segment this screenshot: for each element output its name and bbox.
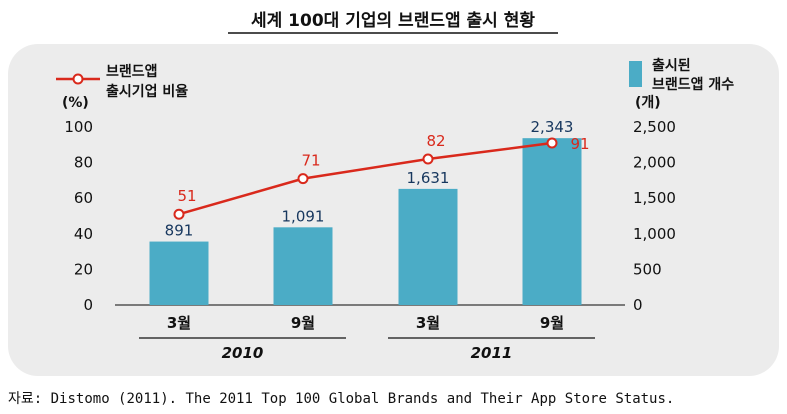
right-tick-label: 1,000 <box>633 225 676 243</box>
right-tick-label: 2,500 <box>633 118 676 136</box>
right-tick-label: 1,500 <box>633 189 676 207</box>
line-point <box>546 137 558 149</box>
bar <box>398 188 458 305</box>
left-tick-label: 60 <box>74 189 93 207</box>
line-point <box>173 208 185 220</box>
x-tick-label: 3월 <box>167 314 191 332</box>
bar-value-label: 1,631 <box>407 169 450 187</box>
right-axis-ticks: 0 500 1,000 1,500 2,000 2,500 <box>633 118 676 314</box>
right-tick-label: 2,000 <box>633 154 676 172</box>
legend-line-label-1: 브랜드앱 <box>106 63 158 80</box>
legend-line-marker <box>72 73 84 85</box>
left-tick-label: 80 <box>74 154 93 172</box>
rate-line <box>178 141 553 216</box>
line-value-label: 82 <box>426 132 445 150</box>
year-group-label: 2011 <box>471 344 513 362</box>
legend-bar-swatch <box>629 61 642 87</box>
legend-bar-label-1: 출시된 <box>652 57 691 74</box>
x-tick-label: 9월 <box>291 314 315 332</box>
bar-labels: 891 1,091 1,631 2,343 <box>165 118 574 239</box>
left-tick-label: 20 <box>74 260 93 278</box>
line-value-label: 71 <box>301 152 320 170</box>
line-point <box>422 153 434 165</box>
left-tick-label: 100 <box>64 118 93 136</box>
legend-bar-label-2: 브랜드앱 개수 <box>652 76 734 93</box>
line-labels: 51 71 82 91 <box>177 132 589 205</box>
bar-value-label: 891 <box>165 222 194 240</box>
line-value-label: 91 <box>570 135 589 153</box>
bar-value-label: 2,343 <box>531 118 574 136</box>
line-point <box>297 173 309 185</box>
left-tick-label: 40 <box>74 225 93 243</box>
source-note: 자료: Distomo (2011). The 2011 Top 100 Glo… <box>8 391 674 407</box>
legend-bar: 출시된 브랜드앱 개수 <box>629 57 734 93</box>
bar <box>149 241 209 305</box>
legend-line-label-2: 출시기업 비율 <box>106 83 188 100</box>
legend-line: 브랜드앱 출시기업 비율 <box>56 63 188 100</box>
right-tick-label: 0 <box>633 296 643 314</box>
x-tick-label: 3월 <box>416 314 440 332</box>
year-groups: 2010 2011 <box>139 337 595 362</box>
right-tick-label: 500 <box>633 260 662 278</box>
x-tick-label: 9월 <box>540 314 564 332</box>
bar-value-label: 1,091 <box>282 207 325 225</box>
right-axis-unit: (개) <box>635 95 661 111</box>
line-markers <box>173 137 558 220</box>
bars <box>149 138 582 305</box>
left-axis-ticks: 0 20 40 60 80 100 <box>64 118 93 314</box>
chart-title: 세계 100대 기업의 브랜드앱 출시 현황 <box>251 10 535 31</box>
line-value-label: 51 <box>177 187 196 205</box>
year-group-label: 2010 <box>222 344 264 362</box>
left-axis-unit: (%) <box>62 95 89 111</box>
bar <box>273 227 333 305</box>
month-labels: 3월 9월 3월 9월 <box>167 314 564 332</box>
bar <box>522 138 582 305</box>
left-tick-label: 0 <box>83 296 93 314</box>
